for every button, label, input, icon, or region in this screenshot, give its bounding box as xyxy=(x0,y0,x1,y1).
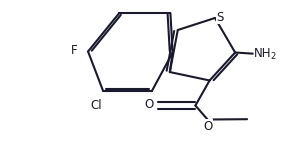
Text: F: F xyxy=(71,44,77,57)
Text: O: O xyxy=(144,98,153,111)
Text: O: O xyxy=(204,120,213,133)
Text: S: S xyxy=(216,11,224,24)
Text: Cl: Cl xyxy=(90,99,102,112)
Text: NH: NH xyxy=(254,47,272,60)
Text: 2: 2 xyxy=(271,52,276,61)
